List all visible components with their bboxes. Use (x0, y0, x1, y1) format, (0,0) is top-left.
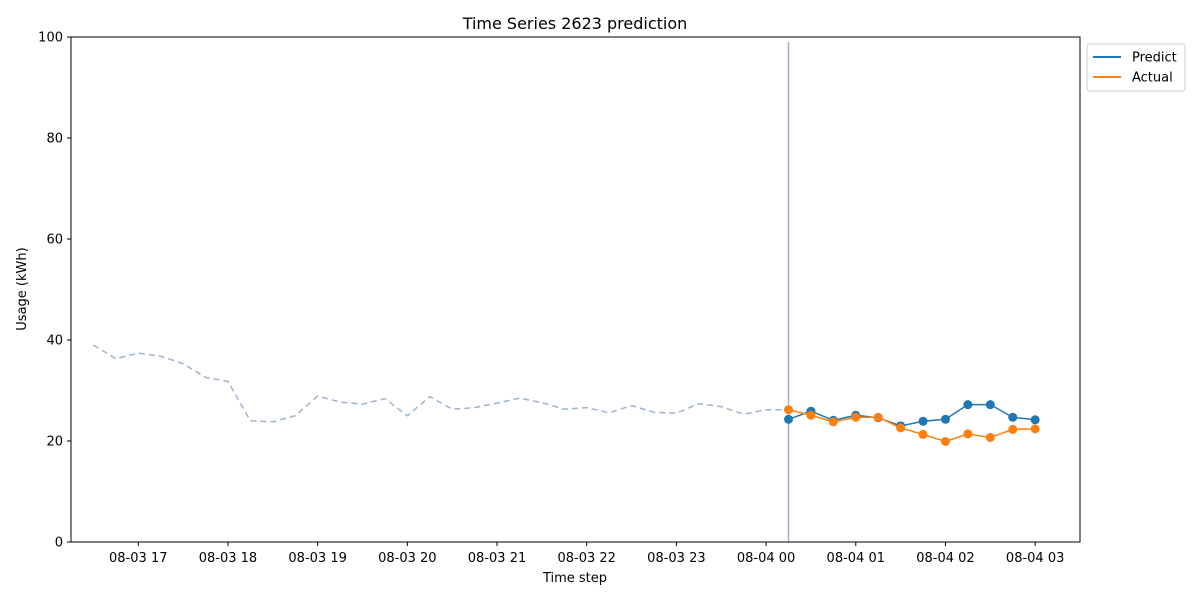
x-tick-label: 08-03 21 (468, 551, 526, 566)
predict-point (784, 414, 794, 424)
legend-frame (1086, 43, 1186, 92)
x-tick-label: 08-04 00 (737, 551, 795, 566)
y-axis-label: Usage (kWh) (15, 247, 30, 330)
predict-point (985, 400, 995, 410)
legend: Predict Actual (1086, 43, 1186, 92)
predict-point (918, 416, 928, 426)
predict-point (940, 414, 950, 424)
x-tick-label: 08-03 18 (199, 551, 257, 566)
x-tick-labels: 08-03 17 08-03 18 08-03 19 08-03 20 08-03 21… (109, 551, 1064, 566)
plot-frame (70, 36, 1081, 543)
y-tick-label: 20 (46, 435, 63, 450)
x-tick-label: 08-03 19 (288, 551, 346, 566)
chart-title: Time Series 2623 prediction (462, 14, 688, 33)
actual-point (918, 429, 928, 439)
series-layer (93, 42, 1040, 542)
actual-point (873, 412, 883, 422)
y-tick-label: 0 (55, 536, 63, 551)
y-tick-labels: 0 20 40 60 80 100 (38, 31, 63, 551)
actual-point (828, 417, 838, 427)
actual-point (806, 410, 816, 420)
x-tick-label: 08-04 03 (1006, 551, 1064, 566)
predict-line (788, 403, 1036, 427)
history-line (93, 344, 789, 423)
axis-ticks (67, 36, 1036, 546)
actual-point (963, 429, 973, 439)
x-axis-label: Time step (542, 571, 607, 586)
actual-point (851, 412, 861, 422)
x-tick-label: 08-03 20 (378, 551, 436, 566)
x-tick-label: 08-04 01 (827, 551, 885, 566)
y-tick-label: 80 (46, 132, 63, 147)
actual-point (1008, 424, 1018, 434)
x-tick-label: 08-03 23 (647, 551, 705, 566)
actual-line (788, 408, 1036, 443)
actual-point (940, 437, 950, 447)
actual-point (1030, 424, 1040, 434)
x-tick-label: 08-04 02 (916, 551, 974, 566)
y-tick-label: 100 (38, 31, 63, 46)
actual-point (896, 423, 906, 433)
x-tick-label: 08-03 22 (557, 551, 615, 566)
actual-point (784, 405, 794, 415)
x-tick-label: 08-03 17 (109, 551, 167, 566)
predict-point (1030, 415, 1040, 425)
predict-point (1008, 412, 1018, 422)
actual-point (985, 432, 995, 442)
legend-actual-label: Actual (1132, 71, 1173, 86)
legend-predict-label: Predict (1132, 51, 1177, 66)
y-tick-label: 60 (46, 233, 63, 248)
predict-point (963, 400, 973, 410)
y-tick-label: 40 (46, 334, 63, 349)
